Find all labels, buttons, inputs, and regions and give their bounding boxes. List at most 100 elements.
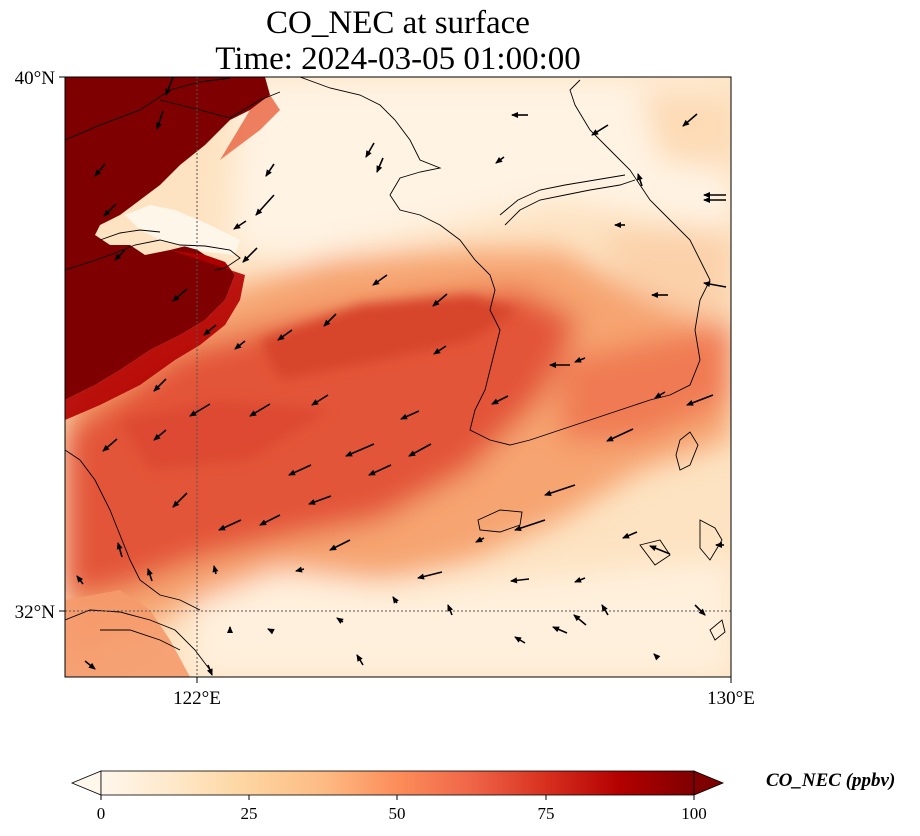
lat-label-40n: 40°N (15, 68, 56, 89)
wind-arrow (574, 576, 586, 583)
wind-arrow (329, 539, 351, 551)
co-concentration-field (65, 77, 731, 677)
wind-arrow (218, 519, 242, 531)
wind-arrow (172, 492, 188, 508)
colorbar-tick-50: 50 (389, 804, 406, 823)
wind-arrow (433, 345, 447, 355)
wind-arrow (573, 614, 587, 626)
wind-arrow (510, 577, 530, 584)
wind-arrow (622, 531, 638, 539)
wind-arrow (265, 163, 275, 177)
wind-arrow (365, 142, 375, 158)
wind-arrow (165, 77, 175, 96)
lon-label-130e: 130°E (707, 688, 755, 709)
wind-arrow (227, 626, 233, 633)
coastlines (65, 77, 726, 671)
wind-arrow (147, 568, 153, 582)
wind-arrow (715, 542, 724, 548)
wind-arrow (345, 443, 375, 457)
wind-arrow (288, 464, 312, 476)
colorbar-tick-25: 25 (241, 804, 258, 823)
colorbar-extend-low (70, 770, 102, 796)
wind-arrow (614, 222, 625, 228)
wind-arrow (76, 575, 84, 585)
wind-arrow (686, 394, 714, 406)
wind-arrow (682, 113, 698, 127)
wind-arrow (94, 163, 106, 177)
wind-arrow (703, 281, 727, 288)
wind-arrow (242, 247, 258, 263)
wind-arrow (203, 324, 217, 336)
wind-arrow (591, 124, 609, 136)
wind-arrow (703, 192, 726, 198)
wind-arrow (255, 194, 275, 216)
map-title: CO_NEC at surface (266, 5, 530, 41)
colorbar-label: CO_NEC (ppbv) (766, 770, 896, 791)
wind-arrow (376, 157, 384, 173)
wind-arrow (249, 403, 271, 417)
wind-arrow (703, 197, 726, 203)
wind-arrow (84, 660, 96, 670)
wind-arrow (432, 293, 448, 307)
wind-arrow (417, 571, 443, 580)
wind-arrow (400, 410, 420, 420)
gridlines (65, 77, 731, 677)
wind-arrow (649, 545, 671, 555)
wind-arrow (654, 391, 666, 399)
wind-arrow (267, 628, 275, 635)
wind-arrow (308, 495, 332, 505)
wind-vectors (76, 77, 727, 676)
wind-arrow (511, 112, 528, 118)
colorbar-tick-75: 75 (538, 804, 555, 823)
wind-arrow (212, 565, 219, 575)
wind-arrow (368, 464, 392, 476)
colorbar: 0 25 50 75 100 (70, 770, 725, 823)
wind-arrow (552, 626, 568, 634)
wind-arrow (544, 484, 576, 496)
wind-arrow (233, 220, 247, 230)
wind-arrow (392, 596, 399, 604)
wind-arrow (372, 274, 388, 286)
wind-arrow (153, 378, 167, 392)
colorbar-extend-high (693, 770, 725, 796)
wind-arrow (601, 604, 609, 616)
wind-arrow (323, 313, 337, 327)
wind-arrow (311, 394, 329, 406)
wind-arrow (606, 428, 634, 442)
wind-arrow (549, 362, 570, 368)
colorbar-tick-100: 100 (681, 804, 707, 823)
colorbar-tick-0: 0 (97, 804, 106, 823)
wind-arrow (574, 356, 586, 363)
wind-arrow (234, 340, 246, 350)
wind-arrow (156, 110, 164, 130)
lat-label-32n: 32°N (15, 602, 56, 623)
wind-arrow (491, 395, 509, 405)
wind-arrow (277, 329, 293, 341)
wind-arrow (514, 636, 526, 644)
wind-arrow (514, 519, 546, 531)
wind-arrow (651, 292, 668, 298)
wind-arrow (637, 173, 643, 187)
wind-arrow (172, 288, 188, 302)
wind-arrow (356, 654, 364, 666)
wind-arrow (653, 653, 661, 661)
map-time-subtitle: Time: 2024-03-05 01:00:00 (215, 41, 581, 77)
wind-arrow (408, 443, 432, 457)
wind-arrow (116, 542, 123, 558)
wind-arrow (114, 249, 126, 261)
wind-arrow (336, 617, 344, 624)
lon-label-122e: 122°E (173, 688, 221, 709)
wind-arrow (103, 203, 117, 217)
wind-arrow (259, 514, 281, 526)
saturated-region (65, 77, 270, 400)
wind-arrow (694, 604, 706, 616)
wind-arrow (295, 566, 305, 573)
wind-arrow (475, 536, 485, 543)
colorbar-gradient (100, 770, 695, 796)
wind-arrow (447, 604, 454, 616)
wind-arrow (102, 438, 118, 452)
wind-arrow (495, 156, 505, 164)
wind-arrow (153, 429, 167, 441)
wind-arrow (189, 403, 211, 417)
